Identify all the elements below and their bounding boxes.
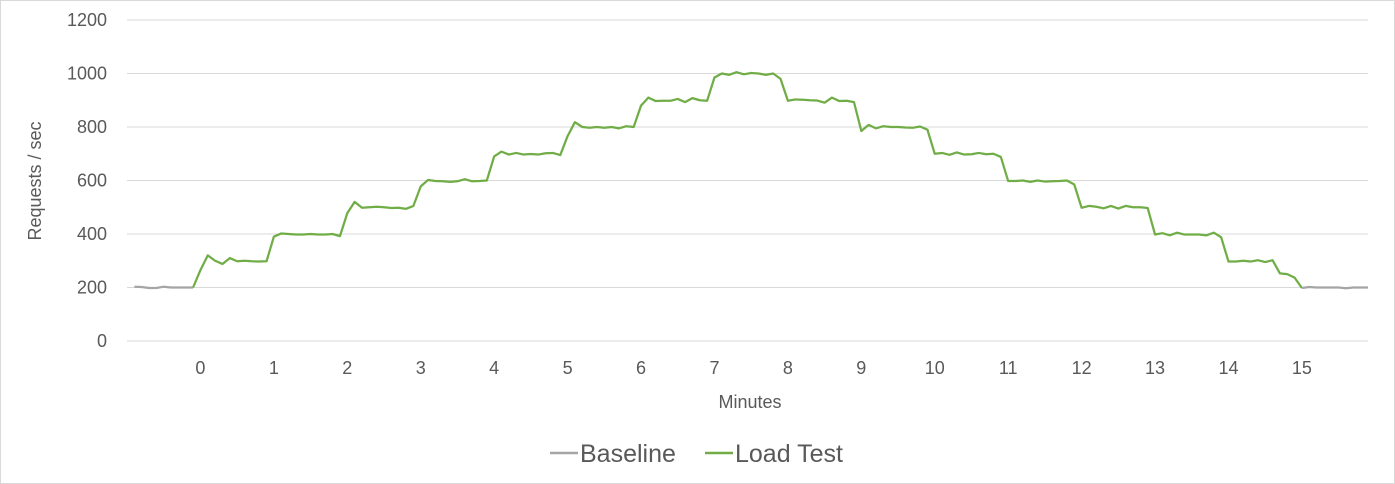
y-tick-labels: 0 200 400 600 800 1000 1200 (67, 10, 107, 351)
x-tick-label: 3 (416, 358, 426, 378)
x-tick-label: 10 (925, 358, 945, 378)
x-tick-label: 8 (783, 358, 793, 378)
x-tick-label: 1 (269, 358, 279, 378)
y-tick-label: 600 (77, 171, 107, 191)
x-tick-label: 5 (563, 358, 573, 378)
x-tick-label: 9 (856, 358, 866, 378)
x-tick-label: 6 (636, 358, 646, 378)
x-tick-label: 14 (1218, 358, 1238, 378)
y-axis-title: Requests / sec (25, 121, 45, 240)
y-tick-label: 200 (77, 278, 107, 298)
legend: Baseline Load Test (550, 440, 843, 468)
x-tick-label: 11 (999, 358, 1018, 378)
legend-label-load-test: Load Test (735, 440, 843, 468)
x-tick-labels: 0 1 2 3 4 5 6 7 8 9 10 11 12 13 14 15 (195, 358, 1312, 378)
y-tick-label: 800 (77, 117, 107, 137)
x-tick-label: 2 (342, 358, 352, 378)
x-tick-label: 7 (709, 358, 719, 378)
x-tick-label: 0 (195, 358, 205, 378)
x-tick-label: 4 (489, 358, 499, 378)
x-tick-label: 12 (1072, 358, 1092, 378)
series-line-baseline-2 (1301, 285, 1368, 290)
x-tick-label: 15 (1292, 358, 1312, 378)
y-tick-label: 1200 (67, 10, 107, 30)
y-tick-label: 1000 (67, 64, 107, 84)
series-line-baseline-0 (134, 285, 194, 290)
series-lines (134, 71, 1368, 290)
y-tick-label: 400 (77, 224, 107, 244)
series-line-load-test-1 (192, 71, 1303, 289)
y-tick-label: 0 (97, 331, 107, 351)
gridlines (127, 19, 1368, 342)
x-tick-label: 13 (1145, 358, 1165, 378)
x-axis-title: Minutes (718, 392, 781, 412)
legend-label-baseline: Baseline (580, 440, 676, 468)
